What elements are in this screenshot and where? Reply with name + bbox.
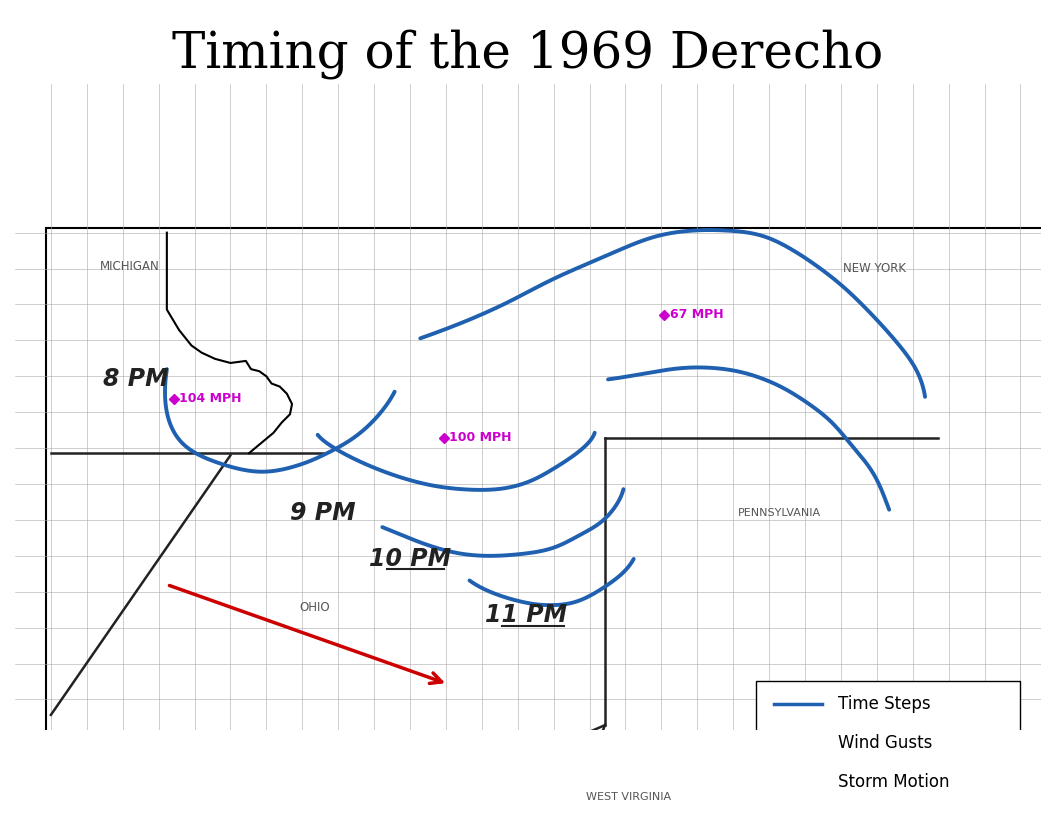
Text: Time Steps: Time Steps <box>837 694 930 712</box>
Text: 11 PM: 11 PM <box>485 603 567 628</box>
Text: OHIO: OHIO <box>299 601 329 614</box>
Title: Timing of the 1969 Derecho: Timing of the 1969 Derecho <box>172 29 884 78</box>
Text: 104 MPH: 104 MPH <box>180 392 242 406</box>
Bar <box>756 681 1020 802</box>
Text: NEW YORK: NEW YORK <box>844 262 906 275</box>
Text: 67 MPH: 67 MPH <box>670 308 723 322</box>
Text: MICHIGAN: MICHIGAN <box>100 260 159 273</box>
Text: Storm Motion: Storm Motion <box>837 773 949 791</box>
Text: 100 MPH: 100 MPH <box>449 432 511 445</box>
Text: WEST VIRGINIA: WEST VIRGINIA <box>586 792 672 802</box>
Text: 10 PM: 10 PM <box>369 547 451 571</box>
Text: Wind Gusts: Wind Gusts <box>837 734 932 752</box>
Text: 9 PM: 9 PM <box>290 501 356 525</box>
Text: PENNSYLVANIA: PENNSYLVANIA <box>738 508 821 518</box>
Text: 8 PM: 8 PM <box>103 367 169 392</box>
